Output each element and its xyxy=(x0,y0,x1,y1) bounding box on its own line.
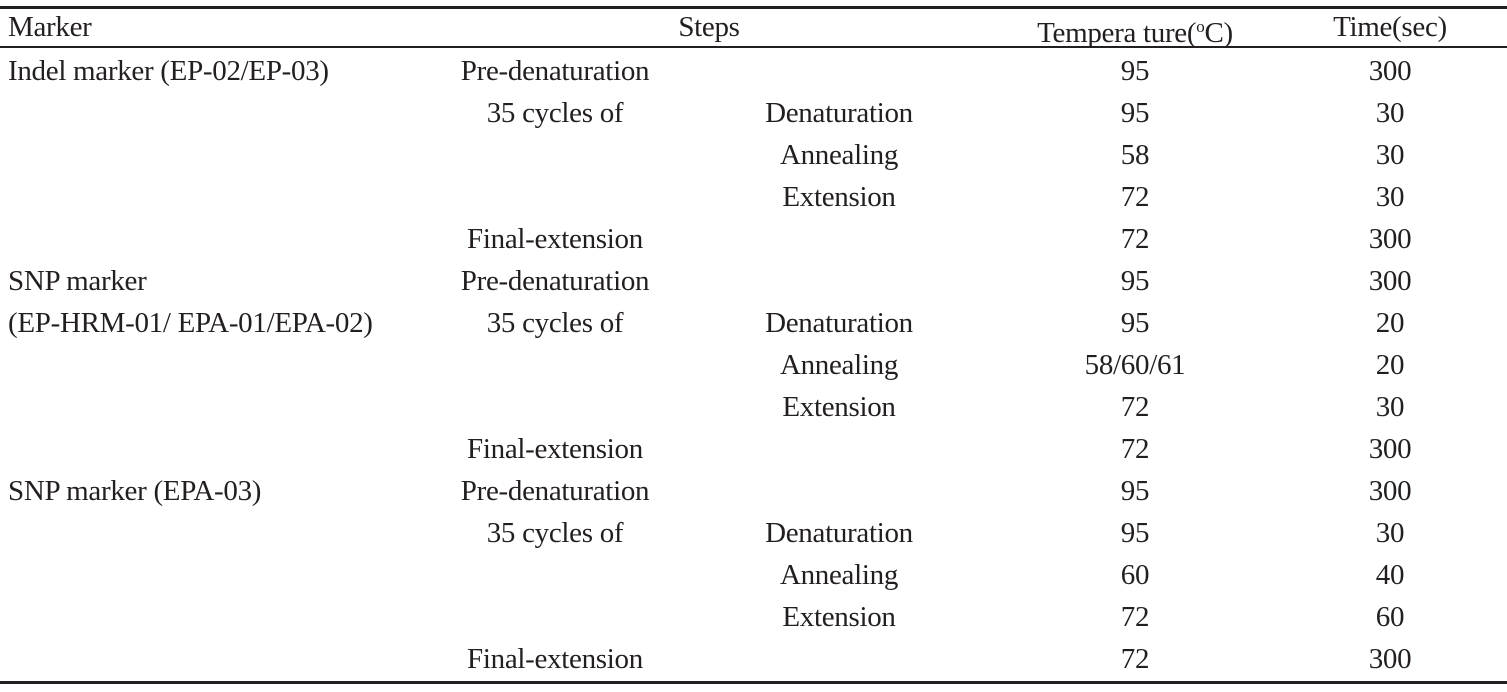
temperature-cell: 58 xyxy=(1120,139,1150,171)
substep-cell: Extension xyxy=(782,181,896,213)
substep-cell xyxy=(730,218,948,260)
table-top-rule xyxy=(0,6,1507,9)
time-cell: 30 xyxy=(1375,139,1405,171)
temperature-cell: 58/60/61 xyxy=(1084,349,1186,381)
substep-cell: Denaturation xyxy=(765,307,913,339)
time-cell: 300 xyxy=(1368,475,1412,507)
substep-cell: Annealing xyxy=(779,349,899,381)
marker-cell: (EP-HRM-01/ EPA-01/EPA-02) xyxy=(8,307,373,339)
time-cell: 300 xyxy=(1368,223,1412,255)
substep-cell xyxy=(730,50,948,92)
marker-cell: SNP marker xyxy=(8,265,147,297)
temperature-cell: 95 xyxy=(1120,97,1150,129)
temperature-cell: 95 xyxy=(1120,307,1150,339)
table-bottom-rule xyxy=(0,681,1507,684)
header-rule xyxy=(0,46,1507,48)
time-cell: 300 xyxy=(1368,55,1412,87)
substep-cell: Annealing xyxy=(779,559,899,591)
time-cell: 30 xyxy=(1375,97,1405,129)
temperature-cell: 72 xyxy=(1120,643,1150,675)
substep-cell: Denaturation xyxy=(765,97,913,129)
marker-cell: Indel marker (EP-02/EP-03) xyxy=(8,55,329,87)
step-cell: 35 cycles of xyxy=(486,97,624,129)
substep-cell xyxy=(730,428,948,470)
temperature-cell: 95 xyxy=(1120,55,1150,87)
step-cell xyxy=(420,386,690,428)
substep-cell xyxy=(730,470,948,512)
step-cell xyxy=(420,134,690,176)
header-temperature-prefix: Tempera ture( xyxy=(1037,17,1197,49)
step-cell: Final-extension xyxy=(467,643,643,675)
substep-cell: Extension xyxy=(782,601,896,633)
temperature-cell: 72 xyxy=(1120,181,1150,213)
step-cell: Final-extension xyxy=(467,223,643,255)
temperature-cell: 72 xyxy=(1120,391,1150,423)
header-steps: Steps xyxy=(678,11,740,43)
temperature-cell: 72 xyxy=(1120,433,1150,465)
step-cell: Final-extension xyxy=(467,433,643,465)
substep-cell: Denaturation xyxy=(765,517,913,549)
time-cell: 40 xyxy=(1375,559,1405,591)
substep-cell xyxy=(730,260,948,302)
step-cell: 35 cycles of xyxy=(486,517,624,549)
temperature-cell: 72 xyxy=(1120,223,1150,255)
time-cell: 300 xyxy=(1368,433,1412,465)
temperature-cell: 95 xyxy=(1120,475,1150,507)
degree-symbol: o xyxy=(1196,17,1205,36)
step-cell xyxy=(420,554,690,596)
time-cell: 30 xyxy=(1375,517,1405,549)
step-cell: Pre-denaturation xyxy=(460,55,650,87)
time-cell: 20 xyxy=(1375,307,1405,339)
header-temperature-suffix: C) xyxy=(1204,17,1233,49)
header-marker: Marker xyxy=(8,11,92,43)
time-cell: 300 xyxy=(1368,643,1412,675)
temperature-cell: 72 xyxy=(1120,601,1150,633)
step-cell: Pre-denaturation xyxy=(460,265,650,297)
step-cell: 35 cycles of xyxy=(486,307,624,339)
step-cell xyxy=(420,344,690,386)
substep-cell: Annealing xyxy=(779,139,899,171)
time-cell: 20 xyxy=(1375,349,1405,381)
time-cell: 60 xyxy=(1375,601,1405,633)
substep-cell: Extension xyxy=(782,391,896,423)
time-cell: 300 xyxy=(1368,265,1412,297)
header-time: Time(sec) xyxy=(1333,11,1447,43)
marker-cell: SNP marker (EPA-03) xyxy=(8,475,262,507)
step-cell xyxy=(420,596,690,638)
step-cell xyxy=(420,176,690,218)
time-cell: 30 xyxy=(1375,181,1405,213)
substep-cell xyxy=(730,638,948,680)
header-temperature: Tempera ture(oC) xyxy=(1010,7,1260,49)
time-cell: 30 xyxy=(1375,391,1405,423)
temperature-cell: 60 xyxy=(1120,559,1150,591)
temperature-cell: 95 xyxy=(1120,265,1150,297)
temperature-cell: 95 xyxy=(1120,517,1150,549)
step-cell: Pre-denaturation xyxy=(460,475,650,507)
